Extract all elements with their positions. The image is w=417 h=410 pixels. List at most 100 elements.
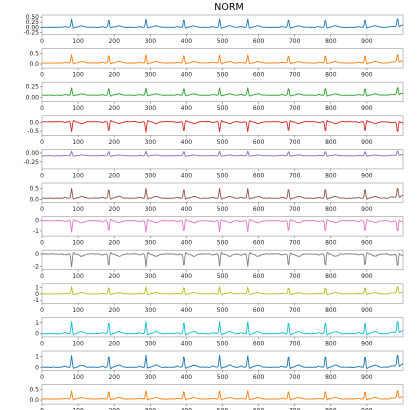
- x-tick-label: 300: [145, 307, 157, 314]
- y-tick-label: 0: [35, 291, 39, 298]
- x-tick-label: 200: [108, 139, 120, 146]
- x-tick-label: 600: [253, 374, 265, 381]
- y-tick-label: 0.0: [29, 397, 39, 404]
- x-tick-label: 0: [40, 206, 44, 213]
- x-tick-label: 300: [145, 408, 157, 410]
- x-tick-label: 200: [108, 206, 120, 213]
- x-tick-label: 400: [181, 408, 193, 410]
- x-tick-label: 900: [361, 72, 373, 79]
- subplot-2: 0.5 0.00 100 200 300 400 500 600 700 800 900: [29, 48, 404, 79]
- x-tick-label: 700: [289, 72, 301, 79]
- x-tick-label: 100: [72, 72, 84, 79]
- lead-trace-2: [41, 54, 403, 65]
- axes-frame: [41, 14, 404, 35]
- x-tick-label: 700: [289, 273, 301, 280]
- x-tick-label: 800: [325, 72, 337, 79]
- y-tick-label: -0.5: [27, 128, 39, 135]
- x-tick-label: 800: [325, 273, 337, 280]
- x-tick-label: 600: [253, 139, 265, 146]
- subplot-7: 0-10 100 200 300 400 500 600 700 800 900: [33, 216, 404, 247]
- axes-frame: [41, 115, 404, 136]
- y-tick-label: 0: [35, 251, 39, 258]
- x-tick-label: 0: [40, 172, 44, 179]
- y-tick-label: 0.25: [26, 84, 40, 91]
- x-tick-label: 800: [325, 139, 337, 146]
- y-tick-label: 0.00: [26, 150, 40, 157]
- y-tick-label: 0.5: [29, 387, 39, 394]
- x-tick-label: 900: [361, 105, 373, 112]
- y-tick-label: -2: [33, 264, 39, 271]
- subplot-12: 0.5 0.0 0 100 200 300 400 500 600 700 800 900: [29, 384, 404, 410]
- chart-title: NORM: [214, 2, 243, 13]
- y-tick-label: 0.5: [29, 51, 39, 58]
- x-tick-label: 600: [253, 240, 265, 247]
- x-tick-label: 400: [181, 72, 193, 79]
- subplot-8: 0-20 100 200 300 400 500 600 700 800 900: [33, 249, 404, 280]
- lead-trace-1: [41, 18, 404, 29]
- y-tick-label: 1: [35, 285, 39, 292]
- x-tick-label: 300: [145, 374, 157, 381]
- y-tick-label: -0.25: [23, 29, 39, 36]
- x-tick-label: 400: [181, 172, 193, 179]
- lead-trace-9: [41, 286, 404, 296]
- axes-frame: [41, 81, 404, 102]
- x-tick-label: 800: [325, 374, 337, 381]
- x-tick-label: 200: [108, 240, 120, 247]
- x-tick-label: 500: [217, 273, 229, 280]
- x-tick-label: 700: [289, 340, 301, 347]
- x-tick-label: 900: [361, 374, 373, 381]
- x-tick-label: 700: [289, 172, 301, 179]
- x-tick-label: 200: [108, 72, 120, 79]
- x-tick-label: 100: [72, 206, 84, 213]
- x-tick-label: 500: [217, 307, 229, 314]
- x-tick-label: 700: [289, 408, 301, 410]
- axes-frame: [41, 149, 404, 170]
- y-tick-label: 0.00: [26, 24, 40, 31]
- x-tick-label: 300: [145, 172, 157, 179]
- y-tick-label: 0.25: [26, 19, 40, 26]
- x-tick-label: 200: [108, 105, 120, 112]
- x-tick-label: 700: [289, 38, 301, 45]
- x-tick-label: 200: [108, 374, 120, 381]
- x-tick-label: 100: [72, 139, 84, 146]
- x-tick-label: 500: [217, 240, 229, 247]
- x-tick-label: 0: [40, 408, 44, 410]
- subplot-5: 0.00 -0.250 100 200 300 400 500 600 700 800 900: [23, 149, 404, 179]
- x-tick-label: 400: [181, 340, 193, 347]
- x-tick-label: 100: [72, 307, 84, 314]
- x-tick-label: 600: [253, 340, 265, 347]
- axes-frame: [41, 216, 404, 237]
- subplot-6: 0.5 0.00 100 200 300 400 500 600 700 800 900: [29, 182, 404, 213]
- x-tick-label: 300: [145, 72, 157, 79]
- y-tick-label: 0: [35, 218, 39, 225]
- x-tick-label: 0: [40, 374, 44, 381]
- x-tick-label: 100: [72, 273, 84, 280]
- x-tick-label: 100: [72, 172, 84, 179]
- x-tick-label: 900: [361, 240, 373, 247]
- x-tick-label: 700: [289, 105, 301, 112]
- x-tick-label: 700: [289, 139, 301, 146]
- subplot-10: 100 100 200 300 400 500 600 700 800 900: [35, 317, 404, 347]
- x-tick-label: 0: [40, 340, 44, 347]
- x-tick-label: 600: [253, 72, 265, 79]
- lead-trace-12: [41, 390, 404, 401]
- subplot-grid: 0.500.250.00-0.250 100 200 300 400 500 600 700 8…: [23, 14, 404, 410]
- x-tick-label: 700: [289, 374, 301, 381]
- x-tick-label: 800: [325, 105, 337, 112]
- x-tick-label: 900: [361, 172, 373, 179]
- subplot-4: 0.0-0.50 100 200 300 400 500 600 700 800 900: [27, 115, 404, 146]
- x-tick-label: 500: [217, 105, 229, 112]
- x-tick-label: 700: [289, 240, 301, 247]
- subplot-3: 0.25 0.000 100 200 300 400 500 600 700 800 900: [26, 81, 404, 112]
- x-tick-label: 200: [108, 38, 120, 45]
- x-tick-label: 100: [72, 240, 84, 247]
- x-tick-label: 800: [325, 307, 337, 314]
- x-tick-label: 500: [217, 206, 229, 213]
- x-tick-label: 900: [361, 408, 373, 410]
- x-tick-label: 400: [181, 139, 193, 146]
- x-tick-label: 300: [145, 139, 157, 146]
- lead-trace-11: [41, 354, 404, 370]
- y-tick-label: 0.50: [26, 14, 40, 21]
- x-tick-label: 0: [40, 307, 44, 314]
